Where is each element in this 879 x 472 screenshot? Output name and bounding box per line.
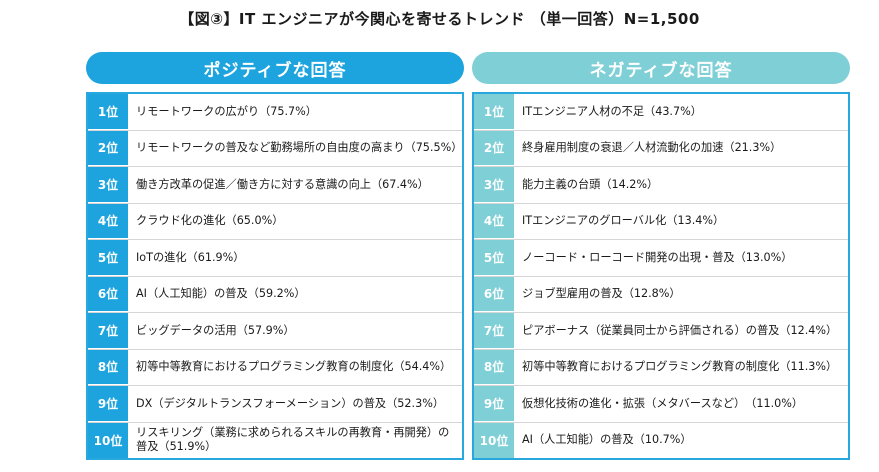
positive-table-row: 6位 AI（人工知能）の普及（59.2%） bbox=[88, 276, 462, 313]
trend-item-label: 働き方改革の促進／働き方に対する意識の向上（67.4%） bbox=[136, 177, 429, 191]
positive-table-row: 7位 ビッグデータの活用（57.9%） bbox=[88, 313, 462, 350]
negative-table-row: 8位 初等中等教育におけるプログラミング教育の制度化（11.3%） bbox=[474, 349, 848, 386]
positive-table-row: 10位 リスキリング（業務に求められるスキルの再教育・再開発）の普及（51.9%） bbox=[88, 422, 462, 458]
rank-label: 7位 bbox=[88, 313, 128, 349]
negative-column: ネガティブな回答 1位 ITエンジニア人材の不足（43.7%） 2位 終身雇用制度の衰… bbox=[472, 52, 850, 460]
negative-table-row: 2位 終身雇用制度の衰退／人材流動化の加速（21.3%） bbox=[474, 130, 848, 167]
trend-item-label: ジョブ型雇用の普及（12.8%） bbox=[522, 287, 681, 301]
rank-label: 7位 bbox=[474, 313, 514, 349]
negative-table-row: 1位 ITエンジニア人材の不足（43.7%） bbox=[474, 94, 848, 131]
negative-table-row: 7位 ピアボーナス（従業員同士から評価される）の普及（12.4%） bbox=[474, 313, 848, 350]
trend-item-label: ITエンジニア人材の不足（43.7%） bbox=[522, 104, 702, 118]
trend-item-label: 初等中等教育におけるプログラミング教育の制度化（54.4%） bbox=[136, 360, 452, 374]
trend-item-label: ITエンジニアのグローバル化（13.4%） bbox=[522, 214, 725, 228]
rank-label: 2位 bbox=[474, 130, 514, 166]
trend-item-label: AI（人工知能）の普及（10.7%） bbox=[522, 433, 692, 447]
rank-label: 9位 bbox=[474, 386, 514, 422]
trend-item-label: ビッグデータの活用（57.9%） bbox=[136, 323, 295, 337]
rank-label: 8位 bbox=[474, 349, 514, 385]
trend-item-label: ピアボーナス（従業員同士から評価される）の普及（12.4%） bbox=[522, 323, 838, 337]
trend-item-label: クラウド化の進化（65.0%） bbox=[136, 214, 284, 228]
rank-label: 1位 bbox=[474, 94, 514, 130]
positive-table-row: 2位 リモートワークの普及など勤務場所の自由度の高まり（75.5%） bbox=[88, 130, 463, 167]
trend-item-label: ノーコード・ローコード開発の出現・普及（13.0%） bbox=[522, 250, 793, 264]
trend-item-label: リモートワークの広がり（75.7%） bbox=[136, 104, 317, 118]
positive-column: ポジティブな回答 1位 リモートワークの広がり（75.7%） 2位 リモートワークの普… bbox=[86, 52, 464, 460]
negative-header: ネガティブな回答 bbox=[472, 52, 850, 84]
rank-label: 3位 bbox=[88, 167, 128, 203]
negative-table-row: 5位 ノーコード・ローコード開発の出現・普及（13.0%） bbox=[474, 240, 848, 277]
trend-item-label: リスキリング（業務に求められるスキルの再教育・再開発）の普及（51.9%） bbox=[136, 426, 450, 454]
rank-label: 5位 bbox=[474, 240, 514, 276]
rank-label: 4位 bbox=[88, 203, 128, 239]
negative-ranking-table: 1位 ITエンジニア人材の不足（43.7%） 2位 終身雇用制度の衰退／人材流動化の加… bbox=[472, 92, 850, 460]
rank-label: 10位 bbox=[88, 422, 128, 458]
trend-item-label: リモートワークの普及など勤務場所の自由度の高まり（75.5%） bbox=[136, 141, 463, 155]
trend-item-label: 初等中等教育におけるプログラミング教育の制度化（11.3%） bbox=[522, 360, 838, 374]
chart-title: 【図③】IT エンジニアが今関心を寄せるトレンド （単一回答）N=1,500 bbox=[179, 10, 700, 28]
rank-label: 1位 bbox=[88, 94, 128, 130]
rank-label: 4位 bbox=[474, 203, 514, 239]
trend-item-label: 終身雇用制度の衰退／人材流動化の加速（21.3%） bbox=[522, 141, 782, 155]
rank-label: 9位 bbox=[88, 386, 128, 422]
positive-ranking-table: 1位 リモートワークの広がり（75.7%） 2位 リモートワークの普及など勤務場所の自… bbox=[86, 92, 464, 460]
negative-table-row: 10位 AI（人工知能）の普及（10.7%） bbox=[474, 422, 848, 458]
rank-label: 6位 bbox=[88, 276, 128, 312]
rank-label: 5位 bbox=[88, 240, 128, 276]
negative-table-row: 4位 ITエンジニアのグローバル化（13.4%） bbox=[474, 203, 848, 240]
positive-header: ポジティブな回答 bbox=[86, 52, 464, 84]
trend-item-label: 仮想化技術の進化・拡張（メタバースなど） （11.0%） bbox=[522, 396, 804, 410]
trend-item-label: 能力主義の台頭（14.2%） bbox=[522, 177, 659, 191]
trend-item-label: AI（人工知能）の普及（59.2%） bbox=[136, 287, 306, 301]
negative-table-row: 9位 仮想化技術の進化・拡張（メタバースなど） （11.0%） bbox=[474, 386, 848, 423]
positive-table-row: 8位 初等中等教育におけるプログラミング教育の制度化（54.4%） bbox=[88, 349, 462, 386]
positive-table-row: 9位 DX（デジタルトランスフォーメーション）の普及（52.3%） bbox=[88, 386, 462, 423]
trend-item-label: DX（デジタルトランスフォーメーション）の普及（52.3%） bbox=[136, 396, 445, 410]
rank-label: 2位 bbox=[88, 130, 128, 166]
positive-table-row: 1位 リモートワークの広がり（75.7%） bbox=[88, 94, 462, 131]
rank-label: 3位 bbox=[474, 167, 514, 203]
positive-table-row: 5位 IoTの進化（61.9%） bbox=[88, 240, 462, 277]
rank-label: 6位 bbox=[474, 276, 514, 312]
positive-table-row: 3位 働き方改革の促進／働き方に対する意識の向上（67.4%） bbox=[88, 167, 462, 204]
negative-table-row: 3位 能力主義の台頭（14.2%） bbox=[474, 167, 848, 204]
rank-label: 10位 bbox=[474, 422, 514, 458]
negative-table-row: 6位 ジョブ型雇用の普及（12.8%） bbox=[474, 276, 848, 313]
trend-item-label: IoTの進化（61.9%） bbox=[136, 250, 245, 264]
rank-label: 8位 bbox=[88, 349, 128, 385]
positive-table-row: 4位 クラウド化の進化（65.0%） bbox=[88, 203, 462, 240]
